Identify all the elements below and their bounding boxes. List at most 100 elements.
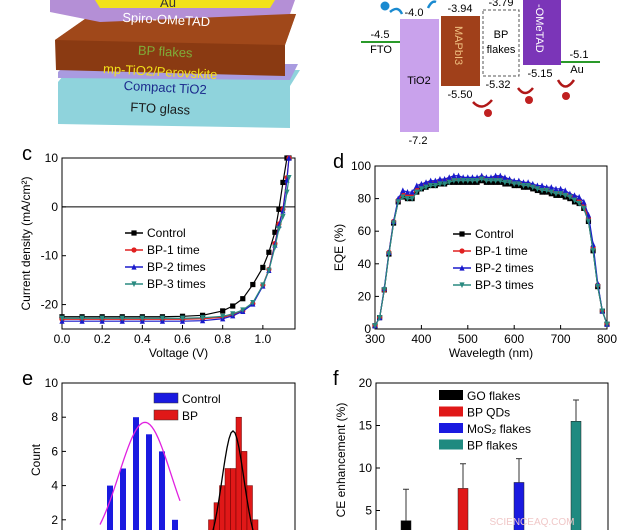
au-layer [95,0,275,8]
data-point [230,311,236,317]
y-tick-label: 20 [359,376,373,390]
data-point [139,315,145,322]
electron-icons [380,0,437,15]
data-point [230,303,236,309]
legend-marker [459,231,465,237]
watermark: SCIENCEAQ.COM [489,517,574,528]
data-point [432,177,438,184]
histogram-bar-control [107,485,113,530]
legend-label: GO flakes [467,389,520,403]
x-tick-label: 0.2 [94,332,111,346]
data-point [428,177,434,184]
data-point [404,188,411,195]
data-point [446,179,452,186]
data-point [159,315,166,322]
data-point [409,188,415,195]
spiro-label: -OMeTAD [533,4,545,53]
legend-swatch [153,392,179,404]
x-tick-label: 600 [504,332,524,346]
data-point [400,187,406,194]
y-tick-label: 60 [358,224,372,238]
y-tick-label: 40 [358,257,372,271]
data-point [119,315,125,322]
bp-label-1: BP [494,29,509,41]
data-point [423,184,429,191]
panel-label: e [22,368,33,390]
data-point [511,181,517,188]
legend-label: Control [475,227,514,241]
panel-b-energy-diagram: -4.5 FTO TiO2 -4.0 -7.2 MAPbI3 -3.94 -5.… [361,0,600,147]
data-point [266,249,272,255]
x-tick-label: 0.0 [54,332,71,346]
data-point [581,198,587,205]
data-point [534,186,540,192]
data-point [548,189,554,196]
y-tick-label: -20 [41,298,59,312]
plot-frame [374,165,608,330]
layer-label-compact-tio2: Compact TiO2 [123,78,207,97]
y-tick-label: 5 [365,504,372,518]
legend-marker [131,281,137,288]
data-point [539,182,545,189]
data-point [390,220,397,227]
data-point [599,308,605,315]
x-tick-label: 0.6 [174,332,191,346]
data-point [240,296,246,302]
y-tick-label: 10 [45,151,59,165]
fto-label: FTO [370,44,392,56]
legend-label: BP-1 time [475,244,528,258]
panel-a-device-schematic: Au Spiro-OMeTAD BP flakes mp-TiO2/Perovs… [50,0,300,128]
data-point [179,315,186,322]
bar-bp-flakes [570,421,582,530]
chart-panel-e: 2 4 6 8 10 Count Control BP e [22,368,296,530]
legend-swatch [153,409,179,421]
mapbi3-bottom: -5.50 [447,89,472,101]
data-point [437,175,443,182]
data-point [571,192,578,198]
legend-marker [459,264,465,271]
data-point [286,174,292,181]
data-point [558,191,564,197]
legend-label: BP-2 times [475,261,534,275]
legend-swatch [439,406,463,417]
histogram-bar-control [120,468,126,530]
y-axis-label: Current density (mA/cm²) [19,176,33,310]
data-point [506,179,513,186]
data-point [99,315,105,322]
x-tick-label: 0.4 [134,332,151,346]
y-axis-label: Count [29,443,43,476]
data-point [502,174,508,181]
data-point [400,194,406,201]
data-point [272,229,278,235]
tio2-label: TiO2 [407,75,430,87]
legend-label: BP QDs [467,406,510,420]
spiro-bottom: -5.15 [527,68,552,80]
gaussian-fit-control [99,421,181,525]
tio2-bottom: -7.2 [409,135,428,147]
legend-swatch [439,423,463,433]
mapbi3-band [441,16,480,86]
hole-icons [472,79,576,117]
legend-label: BP [182,409,198,423]
data-point [493,178,499,184]
x-axis-label: Voltage (V) [149,346,208,360]
data-point [604,321,610,328]
plot-frame [61,157,296,330]
data-point [497,178,503,184]
histogram-bar-control [172,519,178,530]
series-bp-3-times [372,176,610,329]
data-point [79,315,85,322]
y-tick-label: 8 [51,410,58,424]
data-point [240,307,246,314]
x-tick-label: 800 [597,332,617,346]
data-point [446,174,452,181]
data-point [423,179,429,185]
y-tick-label: 20 [358,289,372,303]
y-tick-label: 80 [358,192,372,206]
tio2-top: -4.0 [405,7,424,19]
data-point [455,178,462,184]
data-point [272,244,278,251]
x-tick-label: 0.8 [214,332,231,346]
data-point [558,185,564,192]
data-point [483,178,489,184]
